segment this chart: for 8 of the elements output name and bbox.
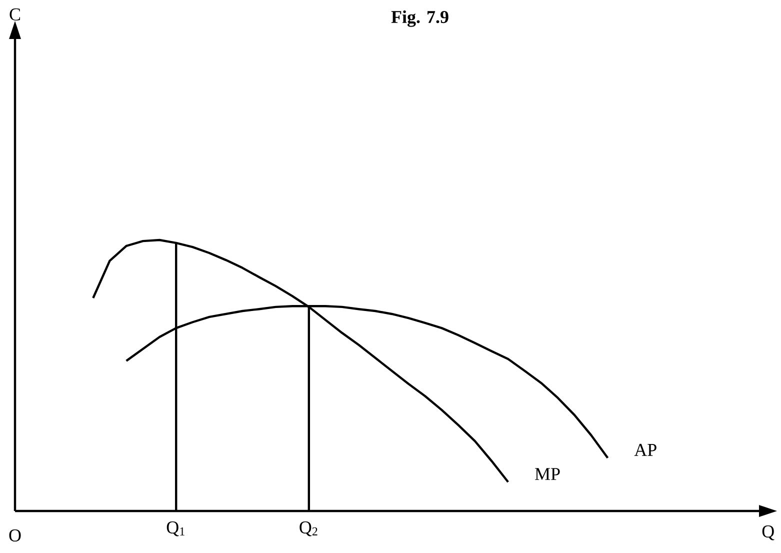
text: O <box>9 529 21 542</box>
text: Q <box>762 525 774 540</box>
x-tick-label: Q$_{2}$ <box>300 521 318 536</box>
x-tick-label: Q$_{1}$ <box>166 521 184 536</box>
text: C <box>10 8 20 21</box>
chart-title: Fig. 7.9 <box>391 10 448 27</box>
series-label: MP <box>535 468 560 480</box>
series-label: AP <box>634 444 656 456</box>
